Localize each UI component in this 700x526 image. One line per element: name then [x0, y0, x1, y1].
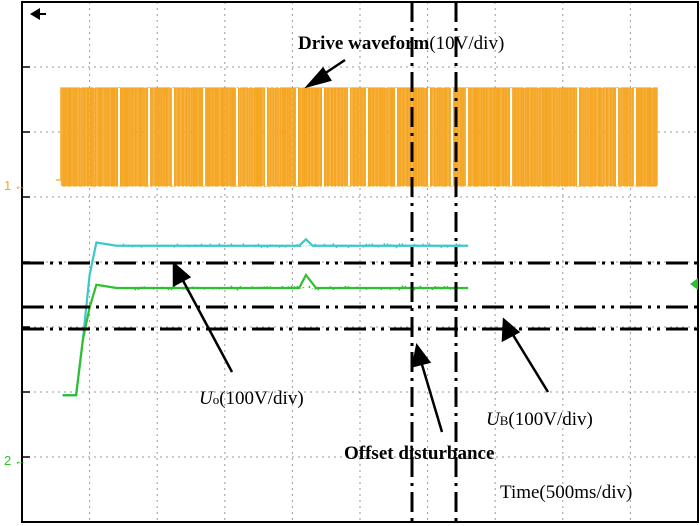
drive-waveform-gap	[236, 88, 238, 186]
u0-label-scale: (100V/div)	[219, 388, 303, 409]
drive-waveform-gap	[577, 88, 579, 186]
drive-waveform-label-scale: (10V/div)	[429, 33, 504, 54]
drive-waveform-gap	[451, 88, 453, 186]
drive-waveform-gap	[634, 88, 636, 186]
drive-waveform-gap	[118, 88, 120, 186]
ub-arrow-head-icon	[501, 317, 521, 343]
ub-label-scale: (100V/div)	[508, 409, 592, 430]
u0-label-sub: o	[213, 392, 220, 407]
u0-label-main: U	[199, 388, 214, 409]
channel-1-arrow-icon: ←	[14, 178, 27, 193]
drive-waveform-gap	[265, 88, 267, 186]
u0-arrow-head-icon	[172, 261, 192, 288]
drive-waveform-gap	[510, 88, 512, 186]
offset-disturbance-label: Offset disturbance	[344, 443, 494, 464]
channel-1-marker: 1	[4, 178, 11, 193]
u0-arrow-line	[178, 274, 234, 373]
ub-label-sub: B	[500, 413, 509, 428]
ub-arrow-line	[508, 329, 550, 393]
channel-2-arrow-icon: ←	[14, 453, 27, 468]
drive-waveform-gap	[172, 88, 174, 186]
drive-waveform-gap	[466, 88, 468, 186]
trigger-level-marker-icon	[690, 278, 698, 290]
drive-waveform-gap	[322, 88, 324, 186]
drive-waveform-label-bold: Drive waveform	[298, 33, 430, 54]
drive-waveform-gap	[348, 88, 350, 186]
ub-trace	[62, 272, 469, 397]
traces	[55, 87, 658, 397]
u0-trace-noise	[122, 243, 464, 249]
drive-waveform-gap	[203, 88, 205, 186]
drive-waveform-gap	[148, 88, 150, 186]
offset-arrow-line	[418, 357, 444, 433]
ub-trace-noise	[122, 285, 464, 291]
trigger-marker-icon	[30, 8, 40, 20]
ub-label: UB(100V/div)	[486, 409, 593, 430]
drive-arrow-head-icon	[304, 66, 332, 89]
offset-arrow-head-icon	[411, 343, 432, 368]
drive-waveform-trace	[55, 87, 658, 187]
drive-waveform-label: Drive waveform(10V/div)	[298, 33, 504, 54]
u0-label: Uo(100V/div)	[199, 388, 304, 409]
drive-waveform-gap	[296, 88, 298, 186]
ub-label-main: U	[486, 409, 501, 430]
drive-waveform-gap	[366, 88, 368, 186]
time-axis-label: Time(500ms/div)	[500, 482, 632, 503]
channel-2-marker: 2	[4, 453, 11, 468]
annotation-arrows	[172, 58, 550, 433]
drive-waveform-gap	[428, 88, 430, 186]
drive-waveform-gap	[616, 88, 618, 186]
drive-waveform-gap	[395, 88, 397, 186]
drive-waveform-fill	[60, 88, 657, 186]
